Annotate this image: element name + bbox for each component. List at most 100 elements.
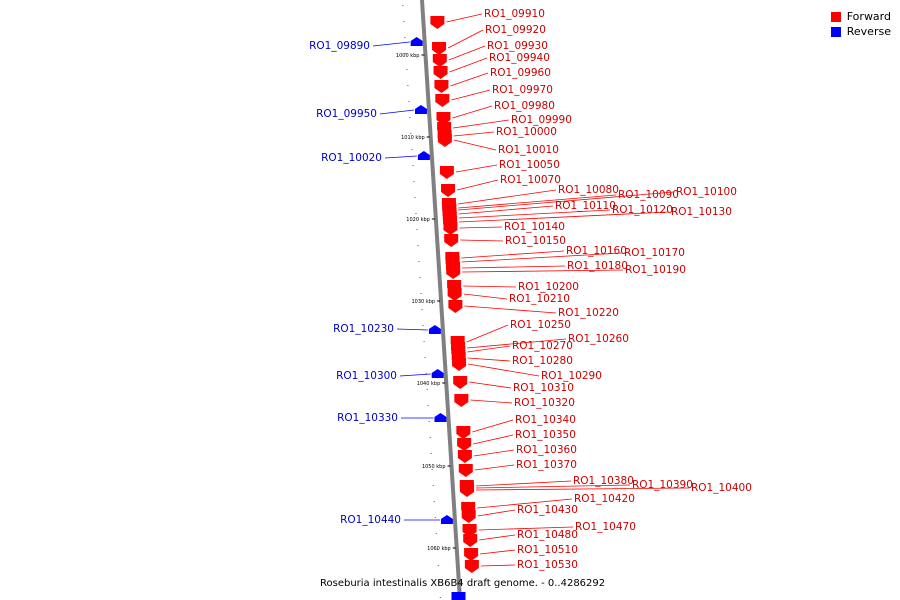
minor-tick [403, 21, 405, 22]
forward-gene-leader [473, 434, 514, 445]
forward-gene-label: RO1_10360 [516, 444, 577, 456]
forward-gene-label: RO1_10000 [496, 126, 557, 138]
forward-gene-label: RO1_10260 [568, 333, 629, 345]
minor-tick [423, 341, 425, 342]
forward-gene-label: RO1_10090 [618, 189, 679, 201]
forward-gene-block [458, 464, 473, 477]
legend: Forward Reverse [830, 9, 891, 39]
forward-gene-leader [477, 509, 516, 517]
reverse-gene-label: RO1_10440 [340, 514, 401, 526]
forward-gene-leader [446, 13, 483, 23]
forward-gene-label: RO1_10010 [498, 144, 559, 156]
minor-tick [438, 581, 440, 582]
forward-gene-leader [458, 194, 617, 209]
forward-gene-leader [458, 209, 611, 219]
minor-tick [416, 229, 418, 230]
forward-gene-label: RO1_10290 [541, 370, 602, 382]
forward-gene-label: RO1_10050 [499, 159, 560, 171]
forward-gene-leader [453, 131, 495, 137]
reverse-gene-label: RO1_10020 [321, 152, 382, 164]
scale-label: 1030 kbp [412, 299, 436, 305]
reverse-gene-block [451, 592, 466, 600]
forward-gene-block [464, 560, 479, 573]
minor-tick [414, 197, 416, 198]
forward-gene-block [433, 66, 448, 79]
reverse-gene-block [417, 151, 430, 160]
forward-gene-leader [455, 164, 498, 173]
forward-gene-block [432, 42, 447, 55]
forward-gene-block [452, 358, 467, 371]
forward-gene-label: RO1_10350 [515, 429, 576, 441]
forward-gene-block [439, 166, 454, 179]
minor-tick [434, 517, 436, 518]
minor-tick [404, 37, 406, 38]
forward-swatch [830, 11, 841, 22]
forward-gene-label: RO1_10310 [513, 382, 574, 394]
minor-tick [413, 181, 415, 182]
forward-gene-label: RO1_09960 [490, 67, 551, 79]
reverse-gene-block [431, 369, 444, 378]
forward-gene-label: RO1_10100 [676, 186, 737, 198]
forward-gene-block [432, 54, 447, 67]
forward-gene-label: RO1_10160 [566, 245, 627, 257]
forward-gene-leader [480, 549, 516, 555]
forward-gene-label: RO1_09970 [492, 84, 553, 96]
forward-gene-leader [463, 293, 508, 300]
forward-gene-leader [448, 45, 486, 61]
forward-gene-leader [459, 226, 503, 229]
forward-gene-label: RO1_10380 [573, 475, 634, 487]
forward-gene-label: RO1_10170 [624, 247, 685, 259]
forward-gene-label: RO1_10070 [500, 174, 561, 186]
forward-gene-block [435, 94, 450, 107]
forward-gene-leader [472, 419, 514, 433]
forward-gene-block [446, 266, 461, 279]
forward-gene-leader [475, 484, 631, 489]
forward-gene-leader [451, 89, 491, 101]
forward-gene-label: RO1_10370 [516, 459, 577, 471]
forward-gene-block [464, 548, 479, 561]
reverse-gene-label: RO1_09890 [309, 40, 370, 52]
forward-gene-label: RO1_10120 [612, 204, 673, 216]
forward-gene-leader [467, 357, 511, 362]
forward-gene-label: RO1_09990 [511, 114, 572, 126]
forward-gene-leader [449, 57, 488, 73]
minor-tick [422, 325, 424, 326]
reverse-gene-leader [372, 41, 410, 47]
minor-tick [405, 53, 407, 54]
minor-tick [435, 533, 437, 534]
minor-tick [415, 213, 417, 214]
forward-gene-block [437, 134, 452, 147]
minor-tick [429, 437, 431, 438]
forward-gene-label: RO1_10190 [625, 264, 686, 276]
reverse-gene-leader [379, 109, 415, 115]
minor-tick [407, 85, 409, 86]
forward-gene-block [448, 300, 463, 313]
forward-gene-label: RO1_10140 [504, 221, 565, 233]
reverse-gene-leader [384, 155, 417, 159]
reverse-gene-leader [399, 373, 431, 377]
forward-gene-label: RO1_10250 [510, 319, 571, 331]
forward-gene-label: RO1_10280 [512, 355, 573, 367]
minor-tick [433, 501, 435, 502]
minor-tick [419, 277, 421, 278]
forward-gene-label: RO1_10510 [517, 544, 578, 556]
forward-gene-leader [457, 189, 557, 205]
minor-tick [430, 453, 432, 454]
forward-gene-leader [475, 480, 572, 487]
forward-gene-leader [461, 265, 566, 269]
minor-tick [421, 309, 423, 310]
forward-gene-leader [460, 239, 504, 242]
forward-gene-label: RO1_10400 [691, 482, 752, 494]
minor-tick [420, 293, 422, 294]
minor-tick [431, 469, 433, 470]
forward-gene-block [436, 112, 451, 125]
forward-gene-block [460, 484, 475, 497]
forward-gene-leader [477, 498, 573, 509]
minor-tick [425, 373, 427, 374]
forward-gene-label: RO1_10320 [514, 397, 575, 409]
forward-gene-leader [470, 399, 513, 404]
minor-tick [437, 565, 439, 566]
legend-reverse-label: Reverse [846, 25, 891, 38]
forward-gene-leader [467, 345, 511, 353]
forward-gene-block [447, 288, 462, 301]
